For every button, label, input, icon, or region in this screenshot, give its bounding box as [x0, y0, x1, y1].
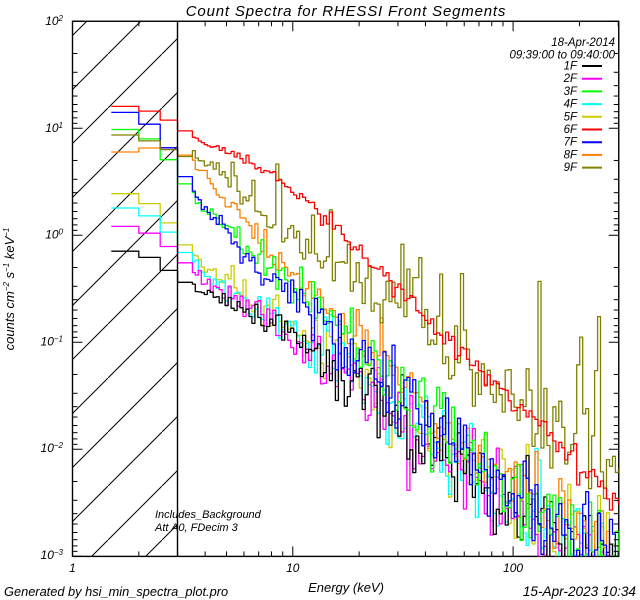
svg-text:5F: 5F — [564, 111, 578, 123]
svg-text:10: 10 — [286, 561, 300, 575]
svg-text:3F: 3F — [564, 86, 578, 98]
svg-text:18-Apr-2014: 18-Apr-2014 — [551, 37, 615, 49]
svg-text:6F: 6F — [564, 124, 578, 136]
svg-text:15-Apr-2023 10:34: 15-Apr-2023 10:34 — [523, 584, 637, 599]
svg-text:Generated by hsi_min_spectra_p: Generated by hsi_min_spectra_plot.pro — [4, 584, 228, 599]
svg-text:09:39:00 to 09:40:00: 09:39:00 to 09:40:00 — [509, 50, 615, 62]
svg-text:Energy (keV): Energy (keV) — [308, 580, 384, 595]
svg-text:7F: 7F — [564, 137, 578, 149]
svg-text:1F: 1F — [564, 61, 578, 73]
svg-text:4F: 4F — [564, 99, 578, 111]
svg-text:1: 1 — [69, 561, 76, 575]
svg-text:Count Spectra for RHESSI Front: Count Spectra for RHESSI Front Segments — [186, 3, 506, 20]
svg-text:Att A0, FDecim 3: Att A0, FDecim 3 — [154, 522, 239, 534]
svg-text:Includes_Background: Includes_Background — [155, 509, 262, 521]
svg-text:2F: 2F — [563, 73, 578, 85]
svg-text:100: 100 — [503, 561, 523, 575]
svg-text:9F: 9F — [564, 162, 578, 174]
svg-text:8F: 8F — [564, 149, 578, 161]
